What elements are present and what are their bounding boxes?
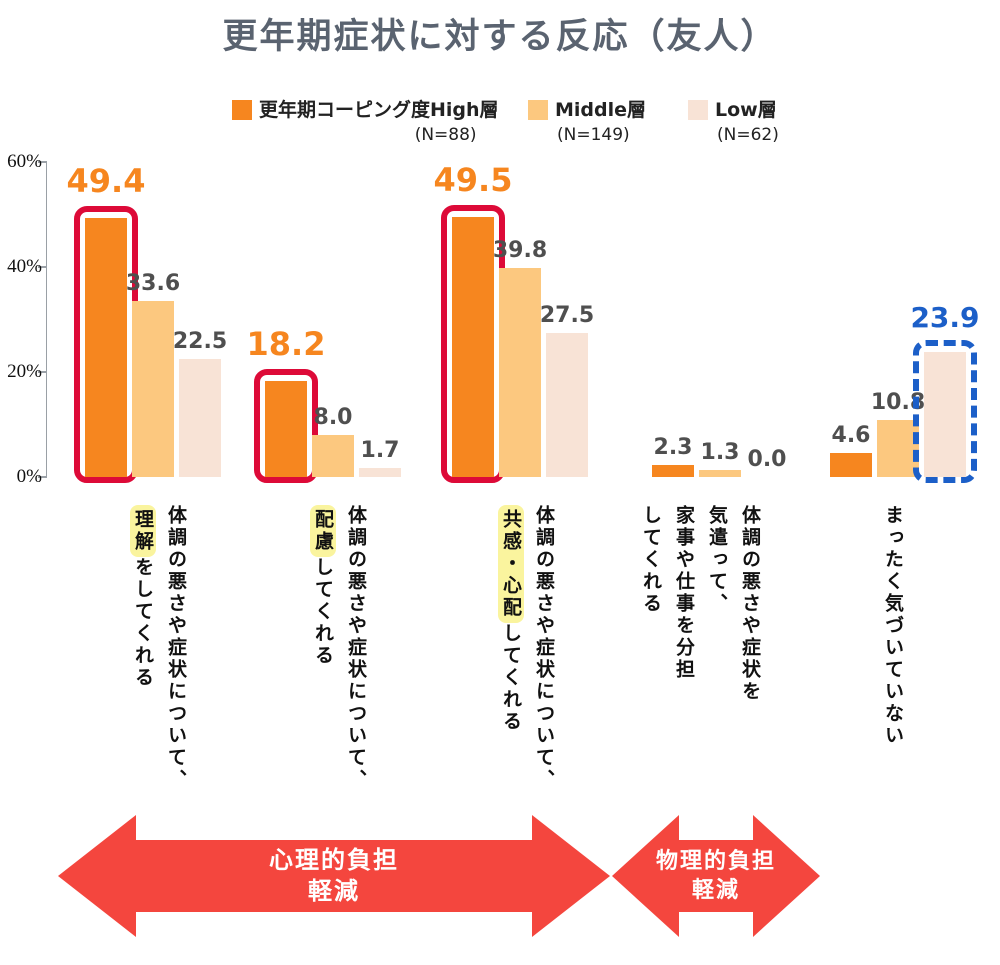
- category-label-line: まったく気づいていない: [882, 505, 904, 747]
- keyword-highlight: 配慮: [310, 505, 336, 557]
- value-label-g1-s3: 22.5: [172, 329, 228, 354]
- arrow-left-head-icon: [58, 815, 136, 937]
- phys-burden-line1: 物理的負担: [655, 849, 776, 874]
- category-label-g2: 体調の悪さや症状について、 配慮してくれる: [306, 505, 372, 791]
- arrow-left-head-icon: [612, 815, 679, 937]
- value-label-g2-s1: 18.2: [246, 325, 326, 363]
- phys-burden-arrow-label: 物理的負担 軽減: [612, 815, 820, 937]
- arrow-right-head-icon: [753, 815, 820, 937]
- category-label-g3: 体調の悪さや症状について、 共感・心配してくれる: [494, 505, 560, 791]
- value-label-g1-s1: 49.4: [66, 162, 146, 200]
- bar-g3-s2: [499, 268, 541, 477]
- category-label-g1: 体調の悪さや症状について、 理解をしてくれる: [126, 505, 192, 791]
- value-label-g3-s1: 49.5: [433, 161, 513, 199]
- category-label-line: 理解をしてくれる: [126, 505, 159, 791]
- category-label-line: 家事や仕事を分担: [673, 505, 695, 681]
- bar-g1-s1: [85, 218, 127, 477]
- value-label-g3-s3: 27.5: [539, 303, 595, 328]
- bar-g2-s1: [265, 381, 307, 477]
- legend-swatch-high-icon: [232, 100, 252, 120]
- category-label-line: 共感・心配してくれる: [494, 505, 527, 791]
- legend-item-middle: Middle層 (N=149): [528, 98, 646, 146]
- y-tick-20: [38, 371, 47, 373]
- phys-burden-line2: 軽減: [691, 878, 740, 903]
- category-label-line: 気遣って、: [706, 505, 728, 615]
- bar-g4-s1: [652, 465, 694, 477]
- legend-label-middle: Middle層: [555, 99, 647, 121]
- bar-g5-s2: [877, 420, 919, 477]
- legend-swatch-middle-icon: [528, 100, 548, 120]
- chart-title: 更年期症状に対する反応（友人）: [222, 17, 778, 57]
- legend-label-high: 更年期コーピング度High層: [259, 99, 499, 121]
- arrow-right-head-icon: [532, 815, 610, 937]
- category-label-g5: まったく気づいていない: [876, 505, 909, 747]
- legend-n-high: (N=88): [414, 125, 477, 145]
- bar-g1-s3: [179, 359, 221, 477]
- value-label-g4-s3: 0.0: [747, 447, 787, 472]
- value-label-g4-s1: 2.3: [653, 435, 693, 460]
- keyword-highlight: 共感・心配: [498, 505, 524, 623]
- legend-item-high: 更年期コーピング度High層 (N=88): [232, 98, 499, 146]
- highlight-box-g2-s1: [254, 369, 318, 483]
- y-tick-60: [38, 161, 47, 163]
- category-label-line: 体調の悪さや症状について、: [165, 505, 187, 791]
- value-label-g5-s1: 4.6: [831, 423, 871, 448]
- legend-item-low: Low層 (N=62): [688, 98, 779, 146]
- plot-area: 49.4 33.6 22.5 体調の悪さや症状について、 理解をしてくれる 18.2 8.0…: [46, 161, 980, 791]
- psych-burden-arrow: 心理的負担 軽減: [58, 815, 610, 937]
- bar-g1-s2: [132, 301, 174, 477]
- arrow-shaft: [678, 840, 754, 912]
- y-tick-label-20: 20%: [7, 361, 42, 382]
- y-tick-label-40: 40%: [7, 256, 42, 277]
- value-label-g1-s2: 33.6: [125, 271, 181, 296]
- legend-n-middle: (N=149): [557, 125, 630, 145]
- value-label-g2-s2: 8.0: [313, 405, 353, 430]
- y-tick-0: [38, 476, 47, 478]
- bar-g2-s3: [359, 468, 401, 477]
- bar-g2-s2: [312, 435, 354, 477]
- y-axis-line: [46, 162, 47, 478]
- y-tick-40: [38, 266, 47, 268]
- bar-g5-s3: [924, 352, 966, 477]
- category-label-line: 配慮してくれる: [306, 505, 339, 791]
- legend-swatch-low-icon: [688, 100, 708, 120]
- y-tick-label-0: 0%: [16, 466, 42, 487]
- bar-g3-s3: [546, 333, 588, 477]
- bar-g5-s1: [830, 453, 872, 477]
- psych-burden-line2: 軽減: [308, 877, 360, 905]
- value-label-g5-s3: 23.9: [910, 301, 980, 334]
- value-label-g4-s2: 1.3: [700, 440, 740, 465]
- psych-burden-arrow-label: 心理的負担 軽減: [58, 815, 610, 937]
- value-label-g2-s3: 1.7: [360, 438, 400, 463]
- category-label-line: 体調の悪さや症状について、: [533, 505, 555, 791]
- phys-burden-arrow: 物理的負担 軽減: [612, 815, 820, 937]
- psych-burden-line1: 心理的負担: [269, 846, 399, 874]
- highlight-box-g5-s3: [913, 340, 977, 483]
- legend-n-low: (N=62): [717, 125, 779, 145]
- arrow-shaft: [135, 840, 533, 912]
- y-tick-label-60: 60%: [7, 151, 42, 172]
- value-label-g3-s2: 39.8: [492, 238, 548, 263]
- category-label-line: 体調の悪さや症状を: [739, 505, 761, 703]
- keyword-highlight: 理解: [130, 505, 156, 557]
- bar-g4-s2: [699, 470, 741, 477]
- legend-label-low: Low層: [715, 99, 777, 121]
- bar-g3-s1: [452, 217, 494, 477]
- category-label-line: してくれる: [640, 505, 662, 615]
- category-label-line: 体調の悪さや症状について、: [345, 505, 367, 791]
- category-label-g4: 体調の悪さや症状を 気遣って、 家事や仕事を分担 してくれる: [634, 505, 766, 703]
- legend: 更年期コーピング度High層 (N=88) Middle層 (N=149) Lo…: [232, 98, 832, 156]
